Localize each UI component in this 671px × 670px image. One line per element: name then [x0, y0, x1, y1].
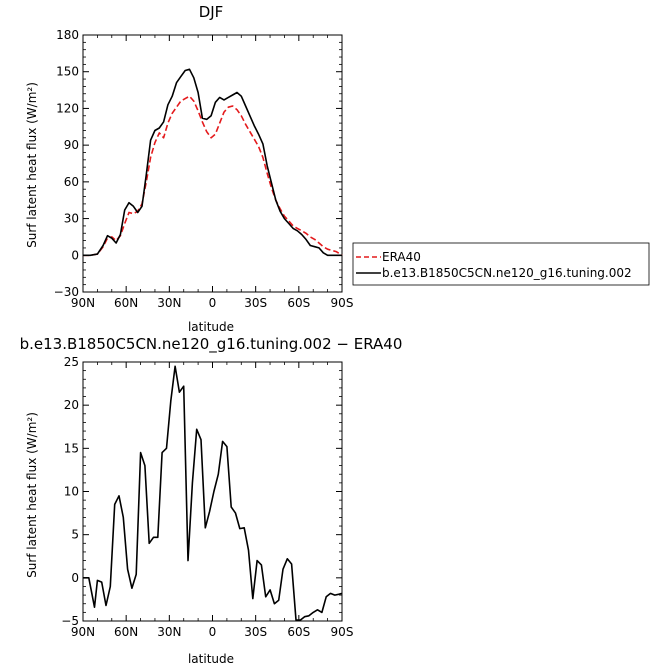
bottom-x-tick-label: 0 — [209, 625, 217, 639]
top-x-tick-label: 0 — [209, 296, 217, 310]
bottom-plot-area: −5 0 5 10 15 20 25 90N 60N 30N 0 30S 60S 90S — [61, 355, 353, 639]
bottom-series-line-0 — [83, 365, 343, 621]
bottom-chart-title: b.e13.B1850C5CN.ne120_g16.tuning.002 − E… — [20, 335, 403, 354]
legend-box — [352, 242, 650, 286]
bottom-y-tick-label: 10 — [64, 485, 79, 499]
bottom-y-tick-label: 0 — [71, 571, 79, 585]
top-y-tick-label: 90 — [64, 138, 79, 152]
bottom-x-tick-label: 30S — [244, 625, 267, 639]
bottom-panel: b.e13.B1850C5CN.ne120_g16.tuning.002 − E… — [20, 335, 403, 666]
top-series-line-0 — [83, 95, 343, 257]
top-y-tick-label: 0 — [71, 248, 79, 262]
top-x-tick-label: 60N — [114, 296, 138, 310]
legend-label-era40: ERA40 — [382, 250, 421, 264]
top-x-tick-label: 30S — [244, 296, 267, 310]
top-panel: DJF −30 0 30 60 90 120 150 180 90N 60N 30N 0 30S 60S 9… — [25, 3, 353, 334]
bottom-y-tick-label: 20 — [64, 398, 79, 412]
bottom-y-tick-label: 25 — [64, 355, 79, 369]
bottom-y-tick-label: 5 — [71, 528, 79, 542]
top-x-tick-label: 90S — [331, 296, 354, 310]
top-chart-title: DJF — [199, 3, 224, 21]
top-plot-area: −30 0 30 60 90 120 150 180 90N 60N 30N 0 30S 60S 90S — [54, 28, 354, 310]
top-y-axis-label: Surf latent heat flux (W/m²) — [25, 82, 39, 248]
bottom-plot-frame — [82, 361, 343, 622]
bottom-x-tick-label: 90S — [331, 625, 354, 639]
legend-label-model: b.e13.B1850C5CN.ne120_g16.tuning.002 — [382, 266, 632, 280]
bottom-x-tick-label: 90N — [71, 625, 95, 639]
top-plot-frame — [82, 34, 343, 293]
bottom-x-tick-label: 30N — [157, 625, 181, 639]
top-y-tick-label: 30 — [64, 212, 79, 226]
top-x-tick-label: 30N — [157, 296, 181, 310]
bottom-y-tick-label: −5 — [61, 614, 79, 628]
bottom-y-tick-label: 15 — [64, 441, 79, 455]
top-x-tick-label: 60S — [287, 296, 310, 310]
top-y-tick-label: 60 — [64, 175, 79, 189]
bottom-y-axis-label: Surf latent heat flux (W/m²) — [25, 412, 39, 578]
top-y-tick-label: 150 — [56, 65, 79, 79]
top-x-tick-label: 90N — [71, 296, 95, 310]
legend: ERA40 b.e13.B1850C5CN.ne120_g16.tuning.0… — [352, 242, 650, 286]
bottom-x-tick-label: 60N — [114, 625, 138, 639]
top-series-line-1 — [83, 68, 342, 257]
bottom-x-tick-label: 60S — [287, 625, 310, 639]
bottom-x-axis-label: latitude — [188, 652, 234, 666]
top-x-axis-label: latitude — [188, 320, 234, 334]
top-y-tick-label: −30 — [54, 285, 79, 299]
top-y-tick-label: 120 — [56, 101, 79, 115]
top-y-tick-label: 180 — [56, 28, 79, 42]
